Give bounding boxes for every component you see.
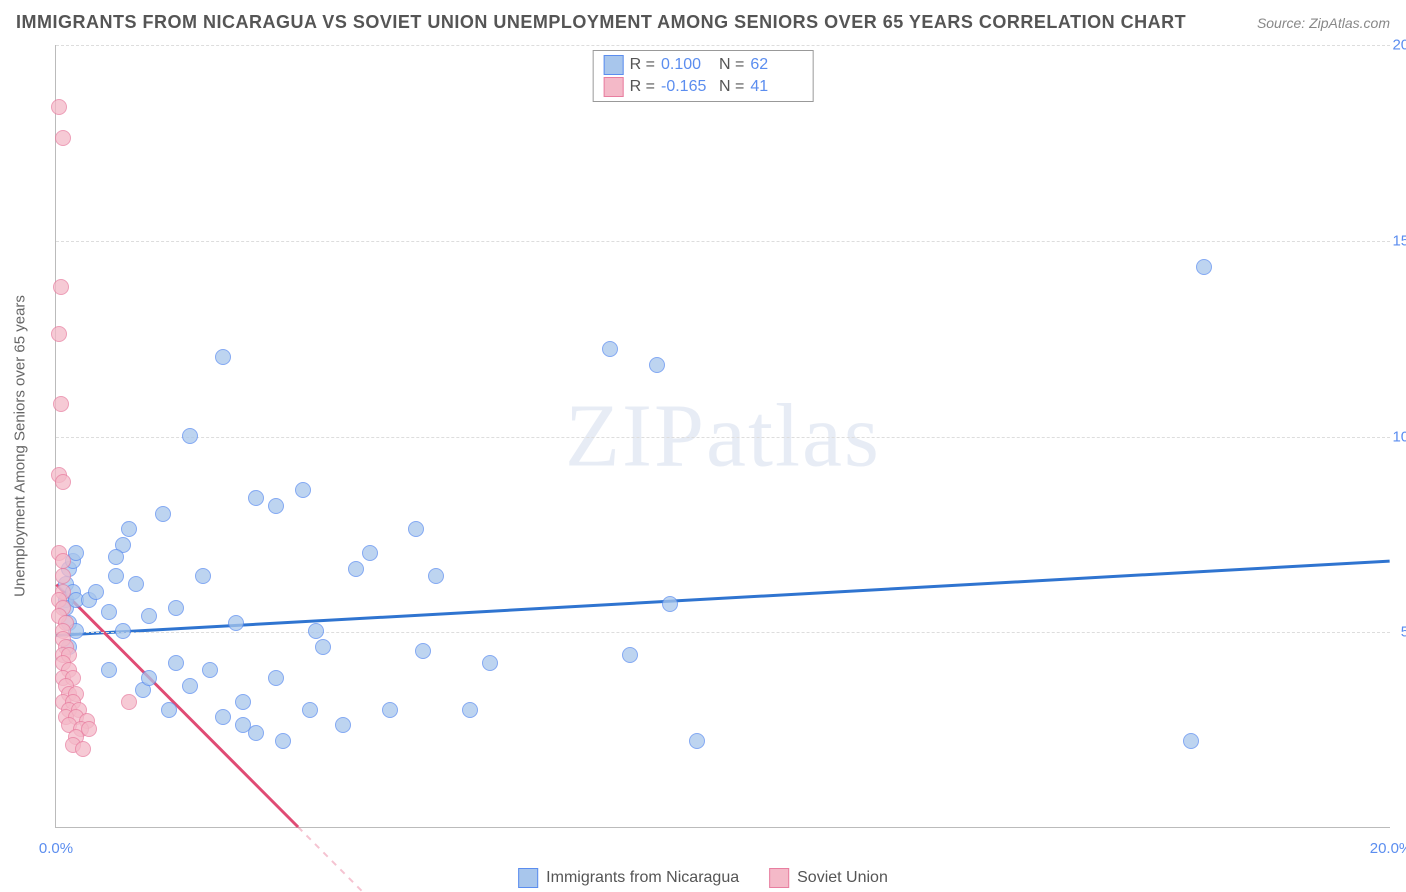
source-label: Source:: [1257, 15, 1305, 31]
gridline: [56, 437, 1390, 438]
scatter-point: [248, 490, 264, 506]
y-tick-label: 5.0%: [1401, 624, 1406, 641]
scatter-point: [168, 655, 184, 671]
source-value: ZipAtlas.com: [1309, 15, 1390, 31]
scatter-point: [101, 662, 117, 678]
scatter-point: [302, 702, 318, 718]
scatter-point: [415, 643, 431, 659]
scatter-point: [161, 702, 177, 718]
scatter-point: [141, 670, 157, 686]
scatter-point: [408, 521, 424, 537]
legend-R-label: R =: [630, 56, 655, 74]
legend-R-value: 0.100: [661, 56, 713, 74]
trend-line: [56, 561, 1389, 635]
y-axis-label: Unemployment Among Seniors over 65 years: [12, 295, 29, 597]
scatter-point: [55, 130, 71, 146]
scatter-point: [115, 623, 131, 639]
scatter-point: [215, 709, 231, 725]
plot-area: ZIPatlas 5.0%10.0%15.0%20.0%0.0%20.0%: [55, 45, 1390, 828]
scatter-point: [182, 428, 198, 444]
scatter-point: [622, 647, 638, 663]
y-tick-label: 15.0%: [1392, 232, 1406, 249]
scatter-point: [248, 725, 264, 741]
scatter-point: [308, 623, 324, 639]
x-tick-label: 0.0%: [39, 840, 73, 857]
legend-bottom-label: Immigrants from Nicaragua: [546, 869, 739, 887]
legend-N-value: 62: [750, 56, 802, 74]
legend-top-row: R = 0.100 N = 62: [604, 54, 803, 76]
scatter-point: [195, 568, 211, 584]
legend-bottom-item: Soviet Union: [769, 868, 888, 888]
scatter-point: [649, 357, 665, 373]
scatter-point: [51, 326, 67, 342]
scatter-point: [121, 694, 137, 710]
scatter-point: [108, 568, 124, 584]
scatter-point: [141, 608, 157, 624]
scatter-point: [268, 498, 284, 514]
legend-bottom: Immigrants from Nicaragua Soviet Union: [518, 868, 888, 888]
gridline: [56, 241, 1390, 242]
trend-line: [56, 585, 298, 827]
legend-R-value: -0.165: [661, 78, 713, 96]
legend-bottom-label: Soviet Union: [797, 869, 888, 887]
chart-title: IMMIGRANTS FROM NICARAGUA VS SOVIET UNIO…: [16, 12, 1186, 33]
scatter-point: [215, 349, 231, 365]
scatter-point: [428, 568, 444, 584]
legend-swatch: [769, 868, 789, 888]
scatter-point: [335, 717, 351, 733]
x-tick-label: 20.0%: [1370, 840, 1406, 857]
scatter-point: [182, 678, 198, 694]
scatter-point: [268, 670, 284, 686]
scatter-point: [275, 733, 291, 749]
scatter-point: [315, 639, 331, 655]
scatter-point: [55, 553, 71, 569]
scatter-point: [1196, 259, 1212, 275]
trend-line-dashed: [298, 827, 365, 892]
legend-top-row: R = -0.165 N = 41: [604, 76, 803, 98]
scatter-point: [1183, 733, 1199, 749]
gridline: [56, 45, 1390, 46]
scatter-point: [55, 568, 71, 584]
legend-R-label: R =: [630, 78, 655, 96]
legend-swatch: [518, 868, 538, 888]
scatter-point: [295, 482, 311, 498]
scatter-point: [75, 741, 91, 757]
y-tick-label: 20.0%: [1392, 37, 1406, 54]
y-tick-label: 10.0%: [1392, 428, 1406, 445]
scatter-point: [689, 733, 705, 749]
title-bar: IMMIGRANTS FROM NICARAGUA VS SOVIET UNIO…: [16, 12, 1390, 33]
legend-top: R = 0.100 N = 62 R = -0.165 N = 41: [593, 50, 814, 102]
legend-swatch: [604, 77, 624, 97]
gridline: [56, 632, 1390, 633]
legend-N-label: N =: [719, 56, 744, 74]
scatter-point: [108, 549, 124, 565]
scatter-point: [462, 702, 478, 718]
scatter-point: [228, 615, 244, 631]
scatter-point: [202, 662, 218, 678]
scatter-point: [482, 655, 498, 671]
scatter-point: [121, 521, 137, 537]
scatter-point: [53, 279, 69, 295]
legend-N-value: 41: [750, 78, 802, 96]
scatter-point: [662, 596, 678, 612]
scatter-point: [55, 474, 71, 490]
scatter-point: [155, 506, 171, 522]
legend-swatch: [604, 55, 624, 75]
scatter-point: [602, 341, 618, 357]
scatter-point: [348, 561, 364, 577]
legend-N-label: N =: [719, 78, 744, 96]
scatter-point: [53, 396, 69, 412]
scatter-point: [101, 604, 117, 620]
scatter-point: [128, 576, 144, 592]
scatter-point: [382, 702, 398, 718]
scatter-point: [168, 600, 184, 616]
scatter-point: [88, 584, 104, 600]
legend-bottom-item: Immigrants from Nicaragua: [518, 868, 739, 888]
source-text: Source: ZipAtlas.com: [1257, 15, 1390, 31]
scatter-point: [362, 545, 378, 561]
scatter-point: [235, 694, 251, 710]
scatter-point: [51, 99, 67, 115]
